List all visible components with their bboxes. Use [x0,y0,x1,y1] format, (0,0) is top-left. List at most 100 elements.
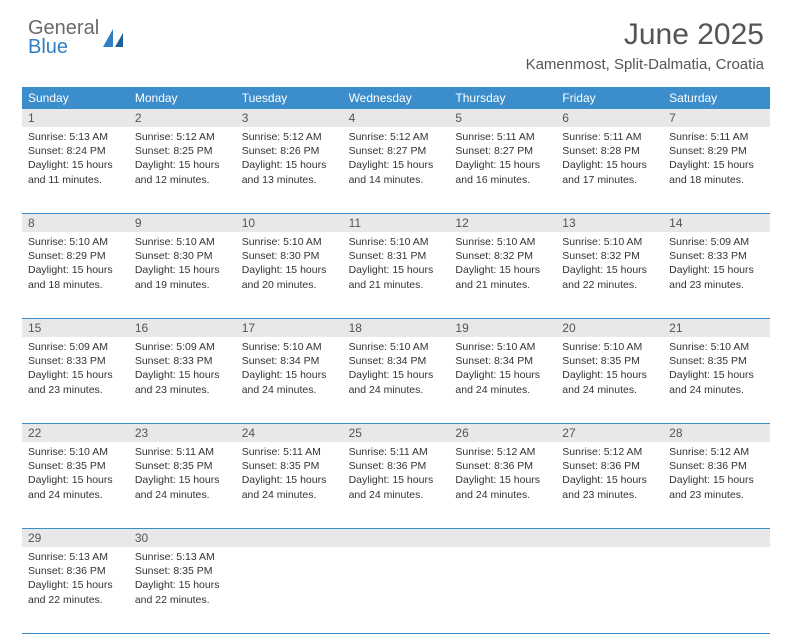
week-row: Sunrise: 5:10 AMSunset: 8:35 PMDaylight:… [22,442,770,529]
daylight-line: Daylight: 15 hours and 23 minutes. [669,263,764,291]
sunset-line: Sunset: 8:35 PM [135,459,230,473]
sunrise-line: Sunrise: 5:10 AM [28,445,123,459]
day-cell [343,547,450,633]
sunset-line: Sunset: 8:36 PM [562,459,657,473]
sunset-line: Sunset: 8:35 PM [562,354,657,368]
sunset-line: Sunset: 8:28 PM [562,144,657,158]
weeks-container: 1234567Sunrise: 5:13 AMSunset: 8:24 PMDa… [22,109,770,634]
sunset-line: Sunset: 8:29 PM [669,144,764,158]
day-number: 28 [663,424,770,442]
day-cell: Sunrise: 5:10 AMSunset: 8:35 PMDaylight:… [22,442,129,528]
day-cell: Sunrise: 5:11 AMSunset: 8:28 PMDaylight:… [556,127,663,213]
sunset-line: Sunset: 8:27 PM [455,144,550,158]
day-cell: Sunrise: 5:10 AMSunset: 8:30 PMDaylight:… [236,232,343,318]
daylight-line: Daylight: 15 hours and 24 minutes. [455,473,550,501]
sunset-line: Sunset: 8:30 PM [135,249,230,263]
day-cell: Sunrise: 5:12 AMSunset: 8:36 PMDaylight:… [663,442,770,528]
day-cell: Sunrise: 5:11 AMSunset: 8:27 PMDaylight:… [449,127,556,213]
sunrise-line: Sunrise: 5:12 AM [669,445,764,459]
sunset-line: Sunset: 8:31 PM [349,249,444,263]
sunset-line: Sunset: 8:26 PM [242,144,337,158]
sunrise-line: Sunrise: 5:12 AM [562,445,657,459]
sunset-line: Sunset: 8:29 PM [28,249,123,263]
day-number: 23 [129,424,236,442]
day-number: 9 [129,214,236,232]
sunset-line: Sunset: 8:27 PM [349,144,444,158]
daylight-line: Daylight: 15 hours and 23 minutes. [669,473,764,501]
day-number: 10 [236,214,343,232]
day-number: 13 [556,214,663,232]
day-number: 29 [22,529,129,547]
day-number [236,529,343,547]
day-cell: Sunrise: 5:10 AMSunset: 8:30 PMDaylight:… [129,232,236,318]
day-number: 3 [236,109,343,127]
title-block: June 2025 Kamenmost, Split-Dalmatia, Cro… [526,18,764,73]
sunrise-line: Sunrise: 5:10 AM [242,235,337,249]
sunrise-line: Sunrise: 5:10 AM [562,340,657,354]
sunrise-line: Sunrise: 5:10 AM [135,235,230,249]
day-cell: Sunrise: 5:12 AMSunset: 8:27 PMDaylight:… [343,127,450,213]
daylight-line: Daylight: 15 hours and 24 minutes. [669,368,764,396]
daylight-line: Daylight: 15 hours and 14 minutes. [349,158,444,186]
month-title: June 2025 [526,18,764,52]
day-cell: Sunrise: 5:12 AMSunset: 8:36 PMDaylight:… [449,442,556,528]
day-number: 18 [343,319,450,337]
location-text: Kamenmost, Split-Dalmatia, Croatia [526,56,764,73]
day-number: 7 [663,109,770,127]
sunset-line: Sunset: 8:35 PM [28,459,123,473]
week-row: Sunrise: 5:13 AMSunset: 8:36 PMDaylight:… [22,547,770,634]
sunrise-line: Sunrise: 5:13 AM [28,550,123,564]
daylight-line: Daylight: 15 hours and 16 minutes. [455,158,550,186]
sunset-line: Sunset: 8:34 PM [242,354,337,368]
logo: General Blue [28,18,127,57]
sunrise-line: Sunrise: 5:10 AM [562,235,657,249]
day-number: 5 [449,109,556,127]
day-number: 12 [449,214,556,232]
day-number: 16 [129,319,236,337]
daynum-row: 1234567 [22,109,770,127]
day-number: 2 [129,109,236,127]
weekday-header-row: SundayMondayTuesdayWednesdayThursdayFrid… [22,87,770,109]
sunset-line: Sunset: 8:33 PM [28,354,123,368]
day-cell: Sunrise: 5:10 AMSunset: 8:35 PMDaylight:… [663,337,770,423]
daylight-line: Daylight: 15 hours and 20 minutes. [242,263,337,291]
day-number: 24 [236,424,343,442]
day-cell: Sunrise: 5:10 AMSunset: 8:35 PMDaylight:… [556,337,663,423]
sunrise-line: Sunrise: 5:10 AM [669,340,764,354]
daylight-line: Daylight: 15 hours and 12 minutes. [135,158,230,186]
daylight-line: Daylight: 15 hours and 23 minutes. [135,368,230,396]
sunset-line: Sunset: 8:32 PM [562,249,657,263]
day-cell: Sunrise: 5:13 AMSunset: 8:36 PMDaylight:… [22,547,129,633]
sunrise-line: Sunrise: 5:09 AM [669,235,764,249]
sunset-line: Sunset: 8:35 PM [135,564,230,578]
day-cell: Sunrise: 5:10 AMSunset: 8:31 PMDaylight:… [343,232,450,318]
daylight-line: Daylight: 15 hours and 21 minutes. [349,263,444,291]
day-cell: Sunrise: 5:11 AMSunset: 8:35 PMDaylight:… [129,442,236,528]
day-number: 26 [449,424,556,442]
sunrise-line: Sunrise: 5:11 AM [455,130,550,144]
day-cell: Sunrise: 5:10 AMSunset: 8:29 PMDaylight:… [22,232,129,318]
daylight-line: Daylight: 15 hours and 22 minutes. [135,578,230,606]
day-number: 17 [236,319,343,337]
weekday-header: Wednesday [343,87,450,109]
daylight-line: Daylight: 15 hours and 21 minutes. [455,263,550,291]
logo-text-blue: Blue [28,37,99,57]
daylight-line: Daylight: 15 hours and 17 minutes. [562,158,657,186]
sunrise-line: Sunrise: 5:11 AM [669,130,764,144]
day-number: 27 [556,424,663,442]
sunrise-line: Sunrise: 5:10 AM [349,235,444,249]
day-cell: Sunrise: 5:10 AMSunset: 8:34 PMDaylight:… [236,337,343,423]
day-cell: Sunrise: 5:12 AMSunset: 8:36 PMDaylight:… [556,442,663,528]
day-number [663,529,770,547]
daynum-row: 2930 [22,529,770,547]
sunset-line: Sunset: 8:33 PM [669,249,764,263]
daylight-line: Daylight: 15 hours and 24 minutes. [135,473,230,501]
daylight-line: Daylight: 15 hours and 23 minutes. [28,368,123,396]
daylight-line: Daylight: 15 hours and 22 minutes. [562,263,657,291]
weekday-header: Tuesday [236,87,343,109]
daylight-line: Daylight: 15 hours and 22 minutes. [28,578,123,606]
daylight-line: Daylight: 15 hours and 19 minutes. [135,263,230,291]
day-number: 22 [22,424,129,442]
sunrise-line: Sunrise: 5:12 AM [242,130,337,144]
weekday-header: Friday [556,87,663,109]
